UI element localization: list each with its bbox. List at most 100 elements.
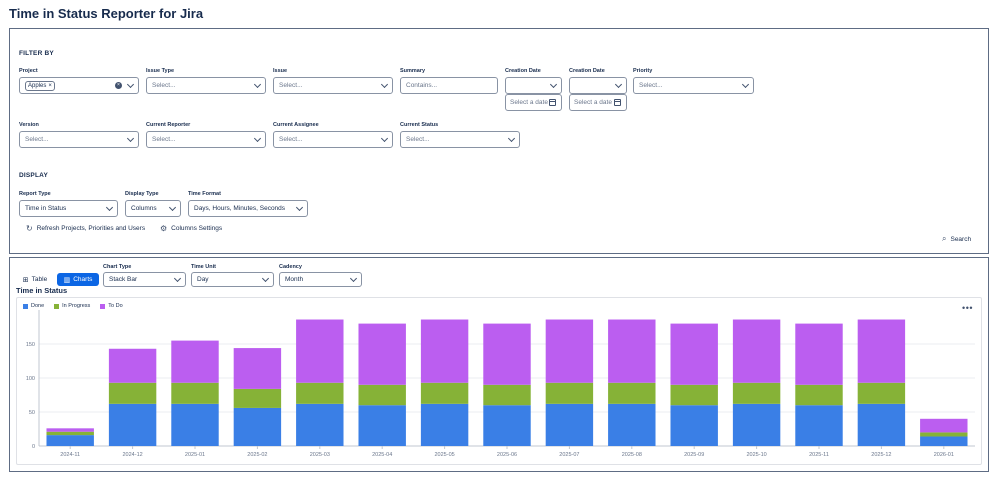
x-tick-label: 2025-09 bbox=[684, 452, 704, 458]
bar-segment-done bbox=[108, 403, 157, 446]
project-tag: Apples × bbox=[25, 80, 55, 91]
bar-segment-to-do bbox=[358, 323, 406, 385]
bar-segment-done bbox=[296, 403, 344, 446]
report-type-select[interactable]: Time in Status bbox=[19, 200, 118, 217]
summary-input[interactable]: Contains... bbox=[400, 77, 498, 94]
bar-segment-done bbox=[795, 405, 843, 446]
x-tick-label: 2024-11 bbox=[60, 452, 80, 458]
bar-segment-in-progress bbox=[171, 382, 219, 404]
bar-segment-done bbox=[545, 403, 594, 446]
table-view-button[interactable]: ⊞ Table bbox=[16, 273, 54, 286]
bar-segment-in-progress bbox=[857, 382, 906, 404]
gear-icon: ⚙ bbox=[160, 224, 168, 233]
chart-icon: ▥ bbox=[63, 276, 71, 284]
creation-date-label-2: Creation Date bbox=[569, 68, 605, 74]
x-tick-label: 2025-01 bbox=[185, 452, 205, 458]
clear-icon[interactable]: × bbox=[115, 82, 122, 89]
cadency-label: Cadency bbox=[279, 264, 302, 270]
issue-select[interactable]: Select... bbox=[273, 77, 393, 94]
columns-settings-button[interactable]: ⚙ Columns Settings bbox=[160, 224, 223, 233]
x-tick-label: 2025-11 bbox=[809, 452, 829, 458]
creation-date-picker-1[interactable]: Select a date bbox=[505, 94, 562, 111]
chart-legend: Done In Progress To Do bbox=[23, 303, 123, 309]
more-icon[interactable]: ••• bbox=[962, 303, 973, 313]
stacked-bar-chart: 0 50 100 150 2024-11 2024-12 2025-01 2025-02 202… bbox=[26, 310, 975, 458]
chevron-down-icon bbox=[253, 80, 262, 89]
refresh-button[interactable]: ↻ Refresh Projects, Priorities and Users bbox=[26, 224, 146, 233]
tag-remove-icon[interactable]: × bbox=[48, 82, 52, 89]
priority-select[interactable]: Select... bbox=[633, 77, 754, 94]
chevron-down-icon bbox=[380, 134, 389, 143]
bar-segment-done bbox=[171, 403, 219, 446]
time-unit-label: Time Unit bbox=[191, 264, 216, 270]
bar-segment-to-do bbox=[296, 319, 344, 383]
project-select[interactable]: Apples × × bbox=[19, 77, 139, 94]
current-status-select[interactable]: Select... bbox=[400, 131, 520, 148]
display-type-select[interactable]: Columns bbox=[125, 200, 181, 217]
creation-date-operator-1[interactable] bbox=[505, 77, 562, 94]
display-type-label: Display Type bbox=[125, 191, 159, 197]
current-reporter-select[interactable]: Select... bbox=[146, 131, 266, 148]
issue-label: Issue bbox=[273, 68, 288, 74]
bar-segment-done bbox=[233, 407, 282, 446]
bar-segment-in-progress bbox=[608, 382, 656, 404]
version-label: Version bbox=[19, 122, 39, 128]
chart-title: Time in Status bbox=[16, 286, 68, 295]
chevron-down-icon bbox=[173, 274, 182, 283]
creation-date-operator-2[interactable] bbox=[569, 77, 627, 94]
cadency-select[interactable]: Month bbox=[279, 272, 362, 287]
bar-segment-done bbox=[608, 403, 656, 446]
chevron-down-icon bbox=[741, 80, 750, 89]
chevron-down-icon bbox=[126, 134, 135, 143]
version-select[interactable]: Select... bbox=[19, 131, 139, 148]
current-status-label: Current Status bbox=[400, 122, 439, 128]
bar-segment-in-progress bbox=[420, 382, 469, 404]
bar-segment-to-do bbox=[670, 323, 718, 385]
bar-segment-in-progress bbox=[296, 382, 344, 404]
legend-item-to-do[interactable]: To Do bbox=[100, 303, 123, 309]
x-tick-label: 2025-08 bbox=[622, 452, 642, 458]
chevron-down-icon bbox=[126, 80, 135, 89]
x-tick-label: 2025-12 bbox=[871, 452, 891, 458]
chevron-down-icon bbox=[349, 274, 358, 283]
search-button[interactable]: ⌕ Search bbox=[942, 234, 972, 243]
refresh-icon: ↻ bbox=[26, 224, 33, 233]
current-assignee-select[interactable]: Select... bbox=[273, 131, 393, 148]
bar-segment-to-do bbox=[857, 319, 906, 383]
x-tick-label: 2025-10 bbox=[747, 452, 767, 458]
current-reporter-label: Current Reporter bbox=[146, 122, 191, 128]
bar-segment-to-do bbox=[171, 340, 219, 383]
x-tick-label: 2025-05 bbox=[435, 452, 455, 458]
creation-date-label-1: Creation Date bbox=[505, 68, 541, 74]
creation-date-picker-2[interactable]: Select a date bbox=[569, 94, 627, 111]
legend-item-done[interactable]: Done bbox=[23, 303, 44, 309]
chart-type-label: Chart Type bbox=[103, 264, 132, 270]
search-icon: ⌕ bbox=[942, 234, 947, 243]
bar-segment-in-progress bbox=[483, 384, 531, 406]
issue-type-select[interactable]: Select... bbox=[146, 77, 266, 94]
chevron-down-icon bbox=[380, 80, 389, 89]
x-tick-label: 2025-07 bbox=[559, 452, 579, 458]
x-tick-label: 2025-02 bbox=[247, 452, 267, 458]
time-unit-select[interactable]: Day bbox=[191, 272, 274, 287]
legend-item-in-progress[interactable]: In Progress bbox=[54, 303, 90, 309]
y-tick-label: 0 bbox=[32, 444, 35, 450]
app-title: Time in Status Reporter for Jira bbox=[9, 6, 204, 21]
project-label: Project bbox=[19, 68, 38, 74]
bar-segment-done bbox=[670, 405, 718, 446]
chevron-down-icon bbox=[295, 203, 304, 212]
bar-segment-to-do bbox=[732, 319, 781, 383]
priority-label: Priority bbox=[633, 68, 653, 74]
current-assignee-label: Current Assignee bbox=[273, 122, 319, 128]
chart-type-select[interactable]: Stack Bar bbox=[103, 272, 186, 287]
bar-segment-done bbox=[420, 403, 469, 446]
chevron-down-icon bbox=[507, 134, 516, 143]
charts-view-button[interactable]: ▥ Charts bbox=[57, 273, 99, 286]
y-tick-label: 100 bbox=[26, 376, 35, 382]
x-tick-label: 2025-03 bbox=[310, 452, 330, 458]
bar-segment-in-progress bbox=[545, 382, 594, 404]
chevron-down-icon bbox=[105, 203, 114, 212]
bar-segment-in-progress bbox=[795, 384, 843, 406]
bar-segment-to-do bbox=[608, 319, 656, 383]
time-format-select[interactable]: Days, Hours, Minutes, Seconds bbox=[188, 200, 308, 217]
